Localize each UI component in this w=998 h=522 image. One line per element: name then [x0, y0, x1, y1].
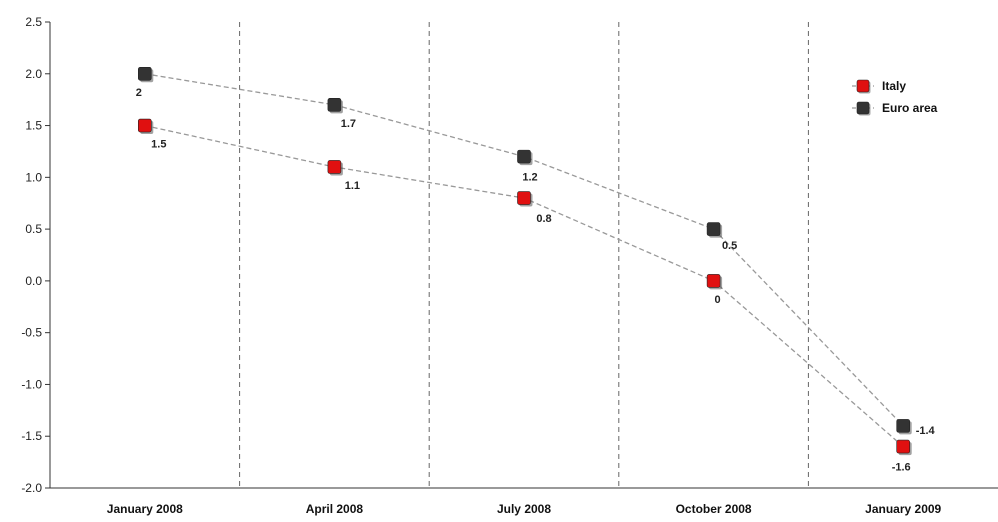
data-label: 1.7 [341, 118, 356, 130]
x-tick-label: January 2009 [865, 502, 941, 516]
y-tick-label: -1.5 [21, 429, 42, 443]
legend-label: Euro area [882, 101, 938, 115]
data-point [138, 66, 152, 81]
data-label: 0 [715, 294, 721, 306]
data-labels: 1.5 1.1 0.8 0 -1.6 2 1.7 1.2 0.5 -1.4 [136, 87, 936, 474]
data-label: 2 [136, 87, 142, 99]
data-label: 0.5 [722, 240, 737, 252]
x-tick-label: July 2008 [497, 502, 551, 516]
legend-label: Italy [882, 79, 906, 93]
legend-marker [856, 79, 870, 93]
series-markers [138, 66, 912, 456]
data-point [706, 222, 721, 236]
legend-marker [856, 101, 870, 115]
y-tick-label: -0.5 [21, 326, 42, 340]
y-tick-label: 1.0 [25, 170, 42, 184]
data-label: -1.4 [916, 425, 936, 437]
data-point [517, 191, 531, 205]
legend: Italy Euro area [852, 79, 938, 116]
data-label: 1.1 [345, 180, 360, 192]
y-tick-label: -2.0 [21, 481, 42, 495]
data-label: 0.8 [536, 213, 551, 225]
x-tick-label: October 2008 [676, 502, 752, 516]
data-point [896, 419, 911, 433]
grid [239, 22, 809, 488]
data-point [896, 439, 911, 454]
y-tick-label: 2.5 [25, 15, 42, 29]
y-tick-label: 1.5 [25, 119, 42, 133]
y-tick-label: 0.0 [25, 274, 42, 288]
data-label: 1.2 [522, 172, 537, 184]
y-tick-label: 0.5 [25, 222, 42, 236]
y-tick-label: 2.0 [25, 67, 42, 81]
x-tick-label: April 2008 [306, 502, 364, 516]
data-label: -1.6 [892, 462, 911, 474]
data-label: 1.5 [151, 139, 166, 151]
data-point [327, 98, 342, 112]
series-line-euro-area [144, 73, 904, 427]
data-point [327, 160, 342, 174]
series-lines [144, 73, 904, 448]
x-tick-label: January 2008 [107, 502, 183, 516]
data-point [138, 118, 152, 133]
axes: 2.5 2.0 1.5 1.0 0.5 0.0 -0.5 -1.0 -1.5 -2.0 Januar… [21, 15, 998, 516]
data-point [706, 274, 721, 288]
data-point [517, 149, 531, 164]
y-tick-label: -1.0 [21, 377, 42, 391]
